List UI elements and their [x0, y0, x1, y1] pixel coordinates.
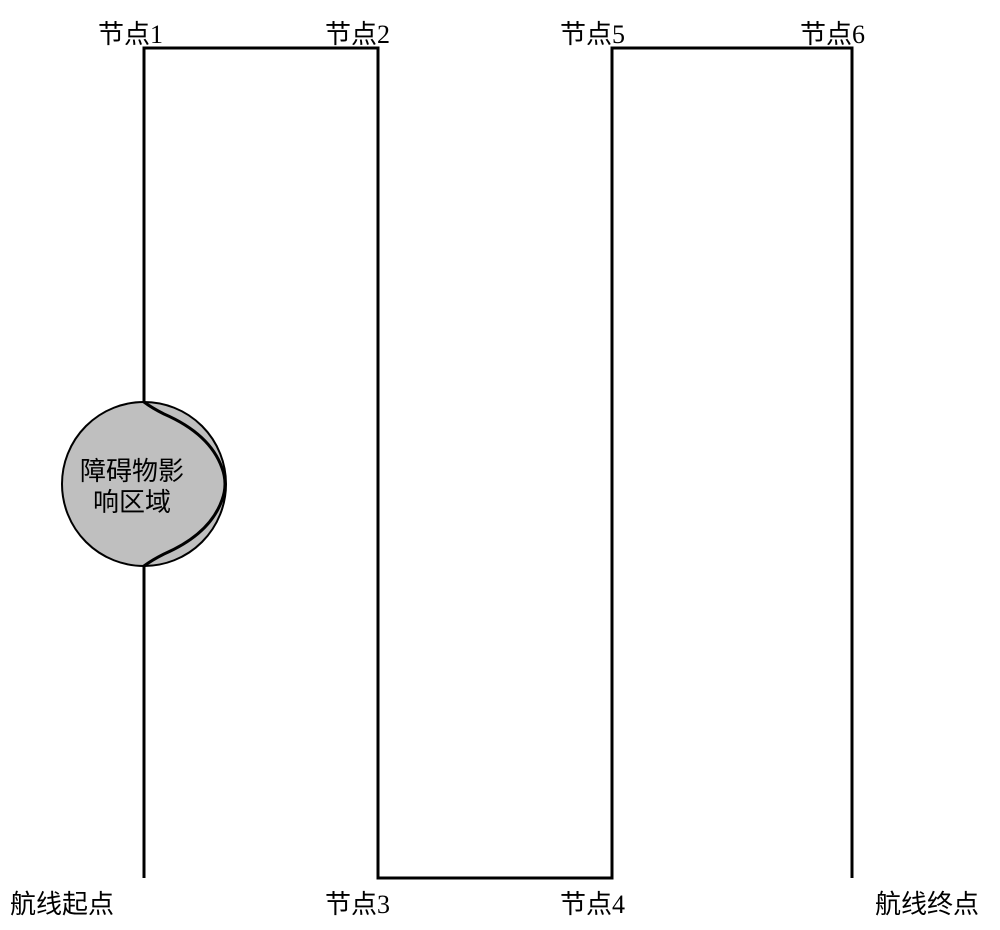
- route-path: [144, 48, 852, 878]
- node2-label: 节点2: [325, 14, 390, 51]
- node1-label: 节点1: [98, 14, 163, 51]
- start-label: 航线起点: [10, 884, 114, 921]
- route-diagram: 节点1 节点2 节点5 节点6 节点3 节点4 航线起点 航线终点 障碍物影 响…: [0, 0, 1000, 925]
- node5-label: 节点5: [560, 14, 625, 51]
- node3-label: 节点3: [325, 884, 390, 921]
- node6-label: 节点6: [800, 14, 865, 51]
- node4-label: 节点4: [560, 884, 625, 921]
- obstacle-label: 障碍物影 响区域: [80, 456, 184, 518]
- end-label: 航线终点: [875, 884, 979, 921]
